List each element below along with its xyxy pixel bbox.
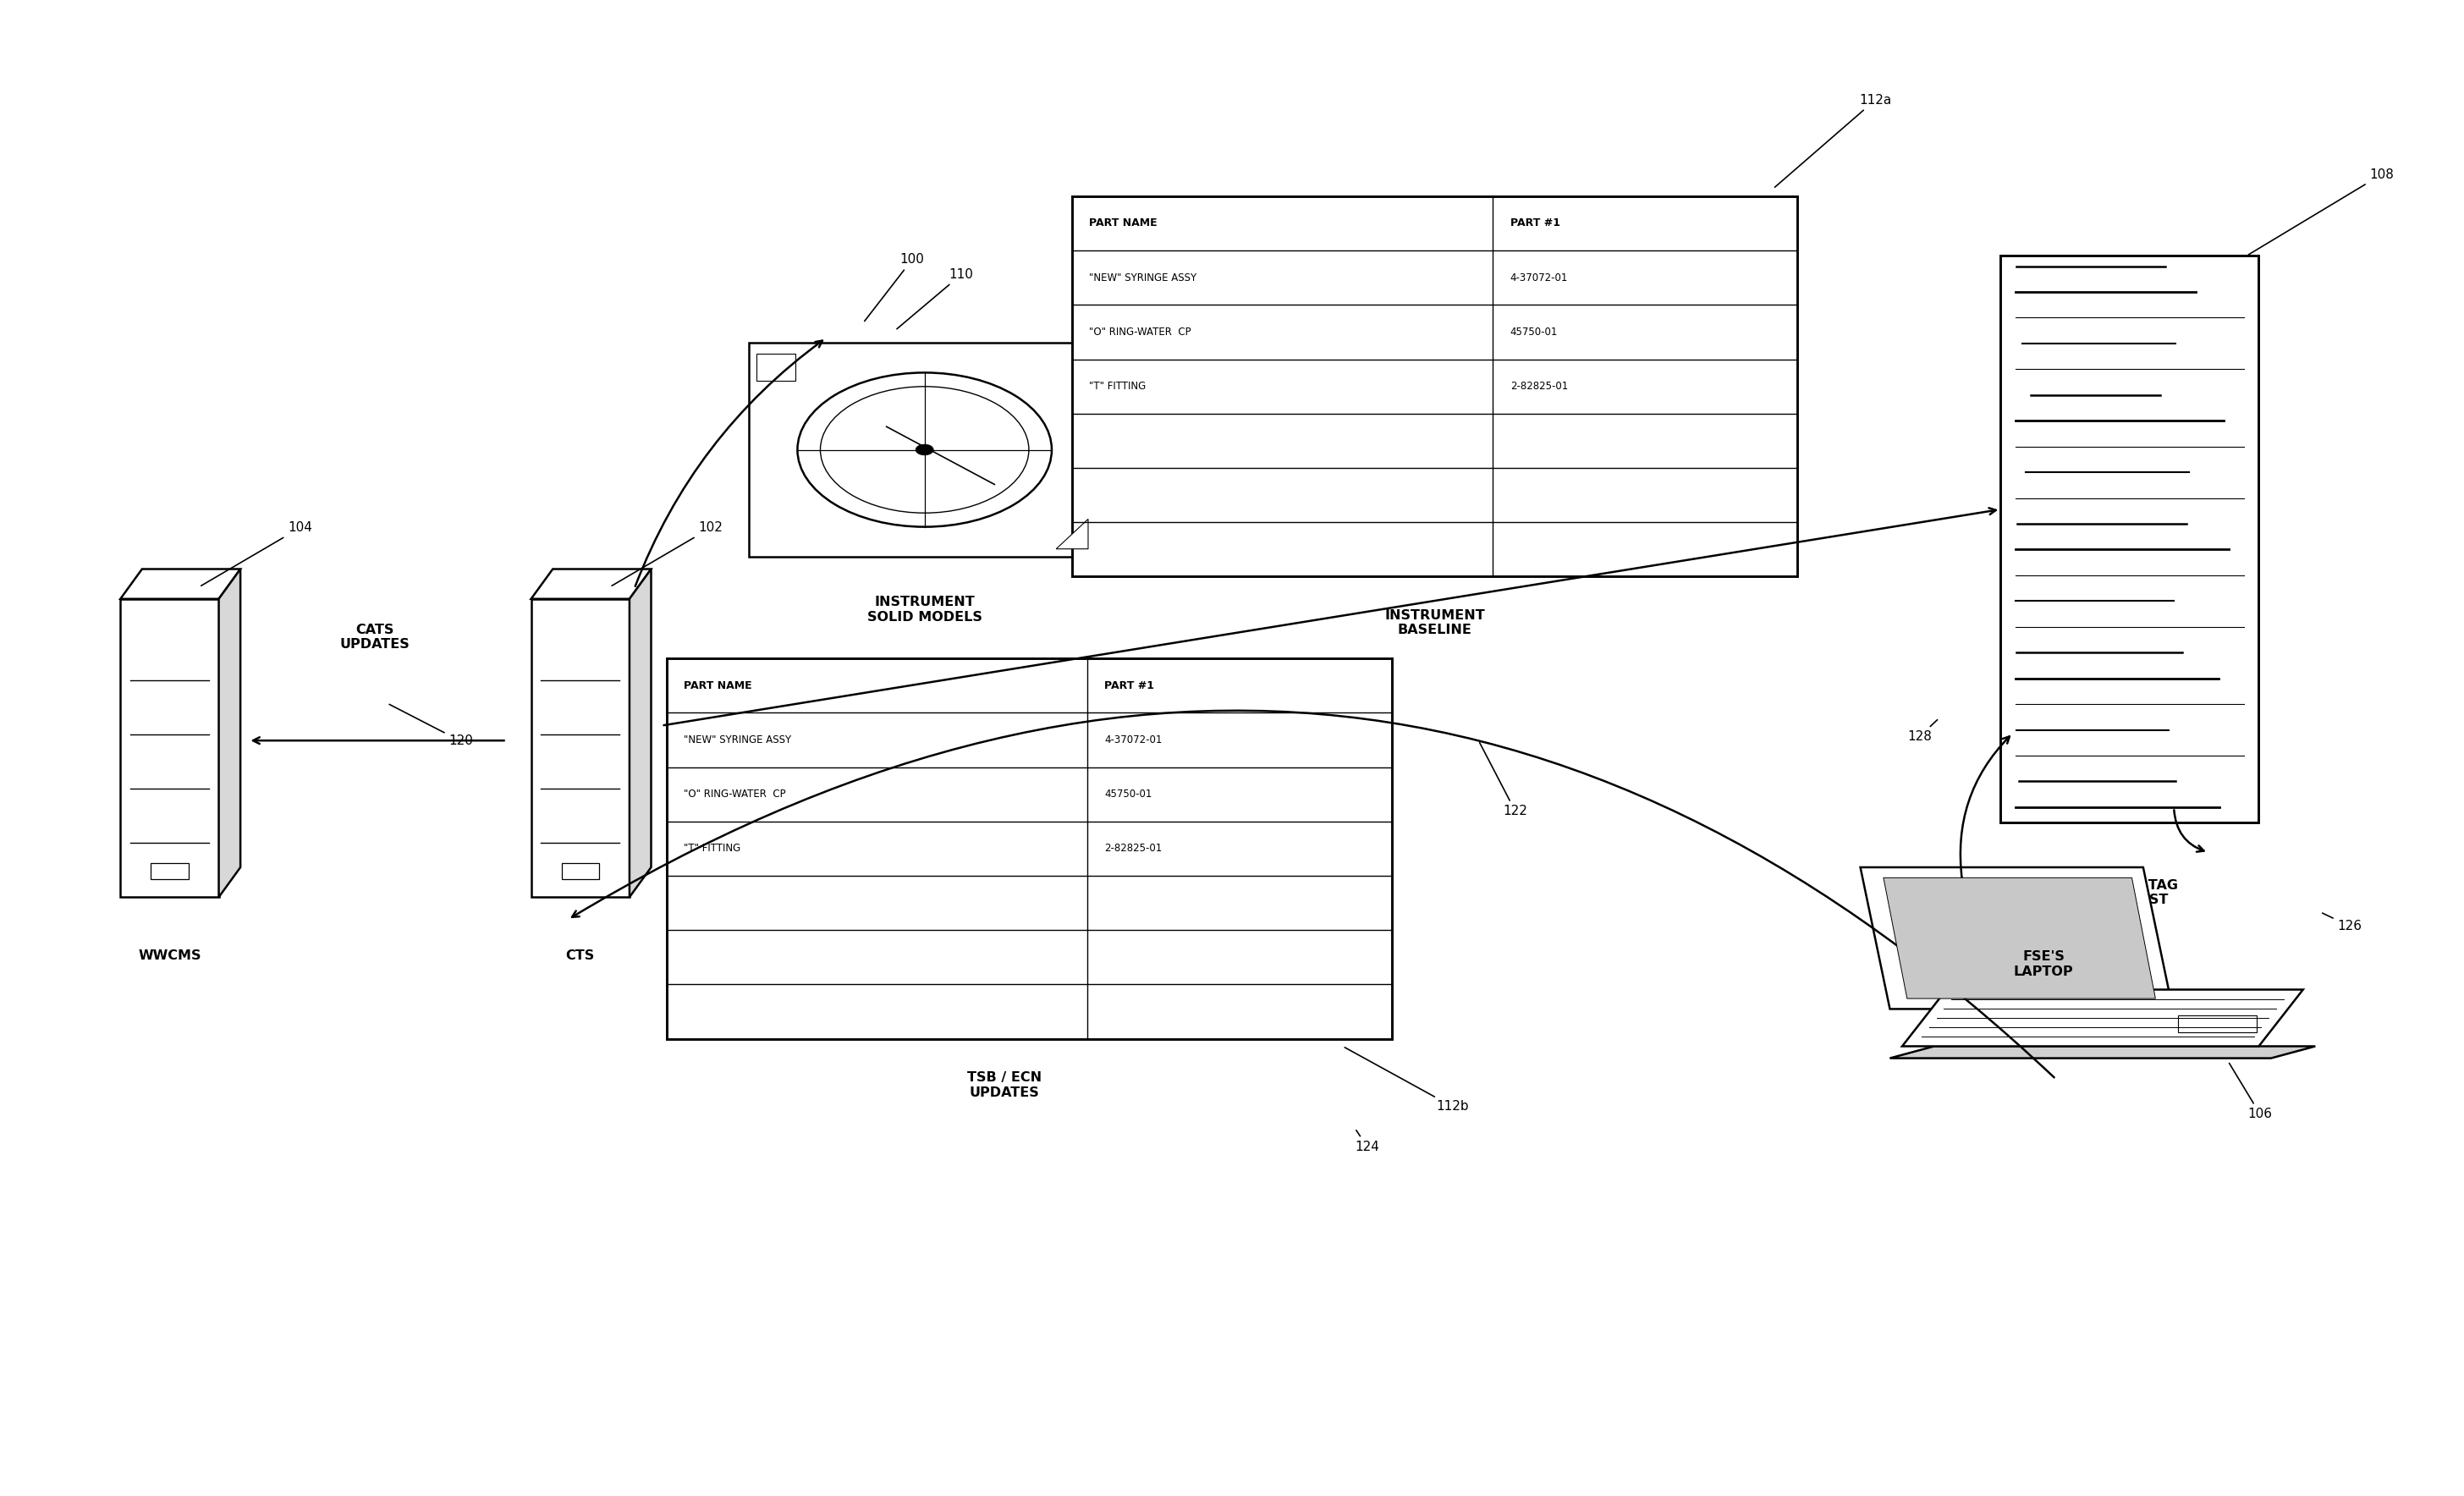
Text: 45750-01: 45750-01 [1104, 788, 1153, 800]
Text: 4-37072-01: 4-37072-01 [1104, 735, 1163, 745]
Bar [749, 343, 1101, 557]
Text: 45750-01: 45750-01 [1510, 326, 1557, 338]
Polygon shape [1890, 1046, 2316, 1058]
Text: MASTER TAG
MANIFEST: MASTER TAG MANIFEST [2082, 880, 2178, 907]
Text: 120: 120 [389, 705, 473, 748]
Polygon shape [219, 568, 241, 898]
Text: "NEW" SYRINGE ASSY: "NEW" SYRINGE ASSY [683, 735, 791, 745]
Text: 110: 110 [897, 268, 973, 329]
Text: 126: 126 [2324, 913, 2363, 932]
Text: TSB / ECN
UPDATES: TSB / ECN UPDATES [968, 1071, 1042, 1100]
Text: 122: 122 [1478, 742, 1528, 818]
Bar [2001, 256, 2259, 823]
Text: 106: 106 [2230, 1064, 2272, 1121]
Text: WWCMS: WWCMS [138, 950, 202, 962]
Polygon shape [1902, 989, 2304, 1046]
Polygon shape [1860, 868, 2173, 1008]
Polygon shape [121, 598, 219, 898]
Polygon shape [121, 568, 241, 598]
Text: CATS
UPDATES: CATS UPDATES [340, 624, 409, 651]
Bar [150, 863, 187, 880]
Text: 100: 100 [865, 253, 924, 322]
Bar [665, 658, 1392, 1038]
Text: "O" RING-WATER  CP: "O" RING-WATER CP [683, 788, 786, 800]
Bar [562, 863, 599, 880]
Bar [756, 353, 796, 380]
Polygon shape [1882, 878, 2156, 998]
Polygon shape [628, 568, 650, 898]
Text: "NEW" SYRINGE ASSY: "NEW" SYRINGE ASSY [1089, 272, 1198, 283]
Text: 112b: 112b [1345, 1047, 1469, 1113]
Text: INSTRUMENT
BASELINE: INSTRUMENT BASELINE [1385, 609, 1486, 637]
Text: 108: 108 [2250, 168, 2395, 254]
Text: 124: 124 [1355, 1131, 1380, 1153]
Text: 102: 102 [611, 522, 722, 586]
Polygon shape [1057, 519, 1089, 549]
Text: PART #1: PART #1 [1104, 681, 1153, 691]
Text: CTS: CTS [567, 950, 594, 962]
Text: PART NAME: PART NAME [1089, 218, 1158, 229]
Circle shape [917, 444, 934, 455]
Text: 2-82825-01: 2-82825-01 [1104, 844, 1163, 854]
Text: 2-82825-01: 2-82825-01 [1510, 381, 1567, 392]
Text: "O" RING-WATER  CP: "O" RING-WATER CP [1089, 326, 1193, 338]
Polygon shape [532, 598, 628, 898]
Text: 112a: 112a [1774, 94, 1892, 187]
Text: INSTRUMENT
SOLID MODELS: INSTRUMENT SOLID MODELS [867, 595, 983, 624]
Text: 128: 128 [1907, 720, 1937, 744]
Bar [2178, 1016, 2257, 1032]
Text: "T" FITTING: "T" FITTING [683, 844, 742, 854]
Text: PART NAME: PART NAME [683, 681, 752, 691]
Text: "T" FITTING: "T" FITTING [1089, 381, 1146, 392]
Text: 104: 104 [202, 522, 313, 586]
Bar [1072, 196, 1799, 576]
Text: PART #1: PART #1 [1510, 218, 1560, 229]
Text: FSE'S
LAPTOP: FSE'S LAPTOP [2013, 950, 2072, 978]
Polygon shape [532, 568, 650, 598]
Text: 4-37072-01: 4-37072-01 [1510, 272, 1567, 283]
